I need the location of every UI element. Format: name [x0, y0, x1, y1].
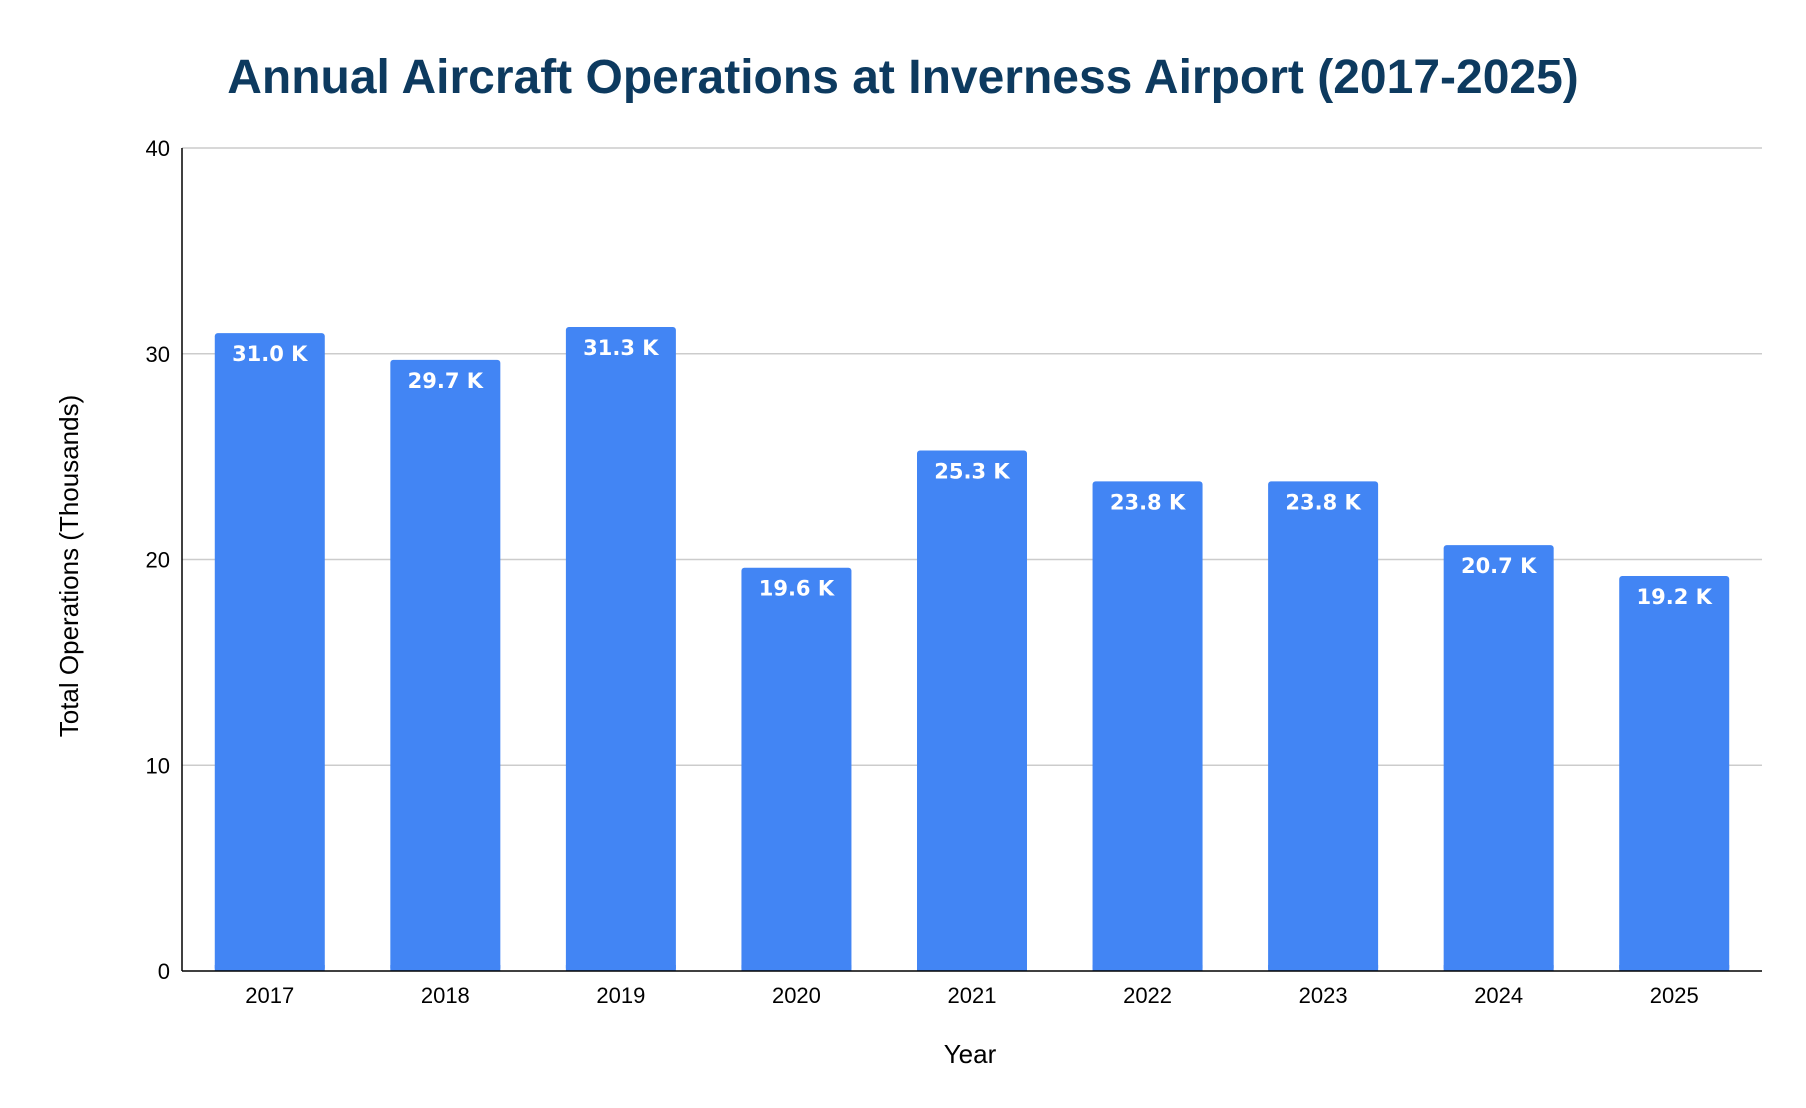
x-tick-label: 2020 [772, 983, 821, 1008]
bar-2022 [1092, 481, 1203, 971]
bar-base [1619, 965, 1730, 971]
x-axis-title: Year [944, 1039, 997, 1069]
bar-2019 [565, 327, 676, 971]
data-label: 31.0 K [232, 342, 308, 366]
bar-base [1443, 965, 1554, 971]
data-label: 23.8 K [1285, 490, 1361, 514]
data-label: 20.7 K [1461, 554, 1537, 578]
axes [181, 148, 1762, 972]
data-label: 31.3 K [583, 336, 659, 360]
x-tick-label: 2019 [596, 983, 645, 1008]
y-tick-label: 40 [146, 136, 170, 161]
x-tick-label: 2018 [421, 983, 470, 1008]
bar-2025 [1619, 575, 1730, 971]
data-label: 25.3 K [934, 459, 1010, 483]
data-label: 29.7 K [408, 369, 484, 393]
bar-2023 [1268, 481, 1379, 971]
y-axis-ticks: 0 10 20 30 40 [146, 136, 170, 984]
y-axis-title: Total Operations (Thousands) [54, 395, 84, 738]
bar-base [565, 965, 676, 971]
x-tick-label: 2023 [1299, 983, 1348, 1008]
y-tick-label: 10 [146, 753, 170, 778]
bar-2018 [390, 359, 501, 971]
x-tick-label: 2017 [245, 983, 294, 1008]
x-tick-label: 2021 [948, 983, 997, 1008]
x-tick-label: 2022 [1123, 983, 1172, 1008]
y-tick-label: 0 [158, 959, 170, 984]
y-tick-label: 20 [146, 548, 170, 573]
bar-2017 [214, 333, 325, 971]
bar-base [741, 965, 852, 971]
bar-2021 [917, 450, 1027, 971]
y-tick-label: 30 [146, 342, 170, 367]
x-tick-label: 2024 [1474, 983, 1523, 1008]
x-axis-ticks: 2017 2018 2019 2020 2021 2022 2023 2024 2025 [245, 983, 1698, 1008]
data-label: 19.2 K [1637, 585, 1713, 609]
bar-series [214, 327, 1730, 971]
x-tick-label: 2025 [1650, 983, 1699, 1008]
bar-base [917, 965, 1027, 971]
bar-base [1092, 965, 1203, 971]
data-labels: 31.0 K 29.7 K 31.3 K 19.6 K 25.3 K 23.8 K 23.8… [232, 336, 1713, 609]
bar-base [214, 965, 325, 971]
bar-base [390, 965, 501, 971]
bar-2024 [1443, 545, 1554, 971]
data-label: 23.8 K [1110, 490, 1186, 514]
data-label: 19.6 K [759, 577, 835, 601]
bar-2020 [741, 567, 852, 971]
chart-title: Annual Aircraft Operations at Inverness … [227, 51, 1579, 104]
bar-base [1268, 965, 1379, 971]
